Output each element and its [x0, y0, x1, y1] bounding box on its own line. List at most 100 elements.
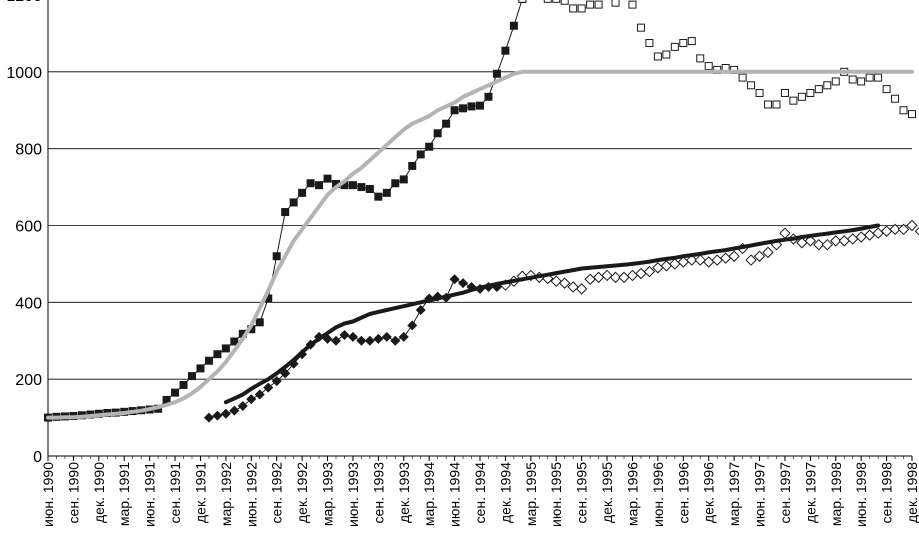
data-point — [755, 88, 764, 97]
data-point — [831, 77, 840, 86]
data-point — [669, 258, 681, 270]
data-point — [543, 0, 552, 3]
data-point — [501, 46, 510, 55]
data-point — [662, 50, 671, 59]
x-tick-label: июн. 1993 — [345, 462, 361, 527]
data-point — [857, 77, 866, 86]
data-point — [229, 405, 240, 416]
data-point — [552, 0, 561, 3]
data-point — [476, 101, 484, 110]
data-point — [738, 73, 747, 82]
data-point — [711, 254, 723, 266]
data-point — [188, 372, 196, 381]
data-point — [679, 39, 688, 48]
data-point — [433, 129, 442, 138]
y-tick-label: 0 — [33, 449, 42, 466]
data-point — [569, 4, 578, 13]
data-point — [271, 376, 282, 387]
data-point — [213, 350, 222, 359]
data-point — [687, 37, 696, 46]
data-point — [347, 331, 358, 342]
data-point — [306, 179, 315, 188]
data-point — [272, 252, 281, 261]
series-0 — [44, 0, 527, 422]
data-point — [702, 256, 715, 268]
y-tick-label: 1000 — [6, 65, 42, 82]
data-point — [704, 62, 713, 71]
x-tick-label: июн. 1992 — [243, 462, 259, 527]
data-point — [848, 75, 857, 84]
x-tick-label: дек. 1994 — [497, 462, 513, 523]
data-point — [264, 294, 273, 303]
data-point — [753, 250, 766, 262]
y-axis-ticks: 0 200 400 600 800 1000 1200 — [6, 0, 42, 466]
data-point — [747, 81, 756, 90]
data-point — [789, 96, 798, 105]
data-point — [728, 250, 740, 262]
data-point — [558, 277, 571, 289]
data-point — [575, 283, 588, 295]
data-point — [645, 39, 654, 48]
x-tick-label: сен. 1991 — [167, 462, 183, 524]
data-point — [628, 0, 637, 9]
data-point — [906, 219, 918, 232]
data-point — [823, 81, 832, 90]
data-point — [618, 271, 630, 284]
x-tick-label: июн. 1998 — [853, 462, 869, 527]
data-point — [806, 88, 815, 97]
data-point — [874, 73, 883, 82]
data-point — [382, 188, 391, 197]
y-tick-label: 600 — [15, 219, 42, 236]
x-tick-label: сен. 1998 — [879, 462, 895, 524]
data-point — [247, 325, 256, 334]
data-point — [442, 119, 451, 128]
data-point — [323, 174, 332, 183]
x-tick-label: мар. 1996 — [624, 462, 640, 526]
data-point — [821, 239, 834, 251]
data-point — [772, 100, 781, 109]
data-point — [398, 331, 409, 342]
x-tick-label: июн. 1991 — [142, 462, 158, 527]
y-tick-label: 800 — [15, 142, 42, 159]
data-point — [289, 198, 298, 207]
x-tick-label: июн. 1990 — [40, 462, 56, 527]
data-point — [846, 233, 859, 245]
x-tick-label: дек. 1993 — [396, 462, 412, 523]
series-line — [46, 69, 914, 420]
x-tick-label: мар. 1991 — [116, 462, 132, 526]
data-point — [745, 254, 757, 266]
data-point — [399, 175, 408, 184]
data-point — [880, 225, 893, 237]
x-tick-label: сен. 1993 — [370, 462, 386, 524]
data-point — [416, 150, 425, 159]
data-point — [813, 239, 825, 251]
x-tick-label: мар. 1995 — [523, 462, 539, 526]
x-tick-label: дек. 1991 — [192, 462, 208, 523]
data-point — [601, 269, 613, 282]
data-point — [365, 185, 374, 194]
data-point — [626, 269, 639, 282]
x-tick-label: сен. 1994 — [472, 462, 488, 524]
x-tick-label: мар. 1997 — [726, 462, 742, 526]
data-point — [374, 192, 383, 201]
data-point — [830, 235, 842, 247]
data-point — [459, 104, 468, 113]
data-point — [237, 401, 248, 412]
x-tick-label: мар. 1994 — [421, 462, 437, 526]
data-point — [315, 181, 324, 190]
data-point — [779, 227, 791, 239]
data-point — [584, 273, 596, 285]
data-point — [872, 227, 884, 239]
data-point — [390, 335, 401, 346]
data-point — [364, 335, 375, 346]
data-point — [467, 102, 476, 111]
data-point — [221, 344, 230, 353]
data-point — [891, 94, 900, 103]
data-point — [332, 180, 340, 189]
data-point — [238, 329, 247, 338]
data-point — [220, 408, 231, 419]
data-point — [357, 183, 366, 192]
data-point — [255, 318, 264, 327]
data-point — [719, 252, 732, 264]
